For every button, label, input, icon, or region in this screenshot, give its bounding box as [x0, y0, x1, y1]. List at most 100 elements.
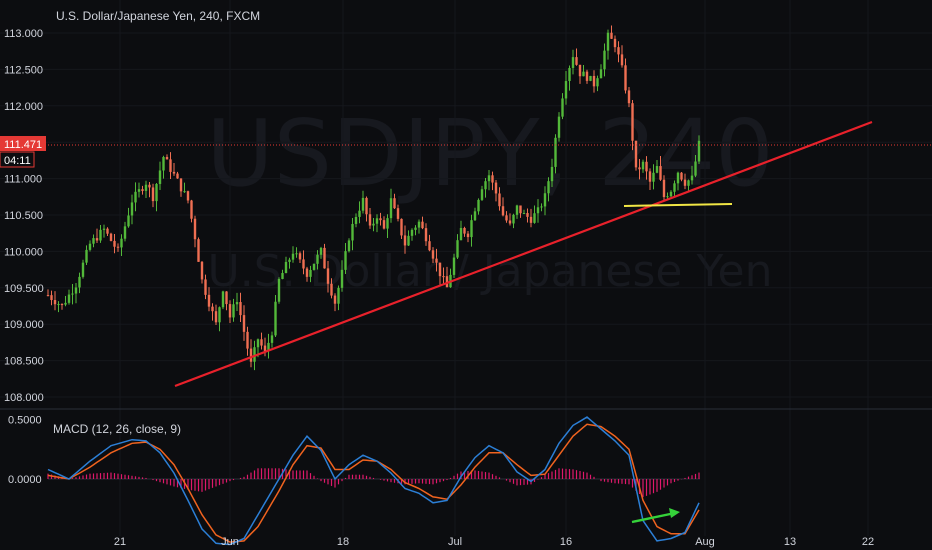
candle-body — [508, 220, 512, 224]
candle-body — [221, 291, 225, 308]
candle-body — [109, 233, 113, 241]
candle-body — [522, 213, 526, 215]
price-tick-label: 112.000 — [4, 101, 43, 113]
candle-body — [438, 262, 442, 277]
candle-body — [575, 57, 578, 65]
candle-body — [158, 170, 162, 184]
candle-body — [305, 268, 309, 277]
macd-signal-line — [47, 423, 700, 543]
candle-body — [442, 276, 445, 278]
candle-body — [466, 233, 470, 238]
candle-body — [74, 287, 78, 294]
watermark-symbol: USDJPY, 240 — [206, 100, 773, 207]
candle-body — [655, 166, 659, 173]
candle-body — [162, 157, 165, 171]
candle-body — [277, 278, 281, 302]
candle-body — [624, 65, 627, 91]
candle-body — [253, 347, 256, 362]
candle-body — [421, 221, 424, 229]
candle-body — [620, 54, 624, 66]
candle-body — [134, 191, 137, 203]
candle-body — [459, 227, 463, 241]
candle-body — [67, 294, 71, 303]
time-tick-label: Jun — [221, 536, 239, 548]
candle-body — [204, 279, 207, 295]
candle-body — [330, 283, 333, 296]
candle-body — [662, 179, 666, 198]
candle-body — [652, 172, 655, 182]
candle-body — [183, 191, 186, 193]
candle-body — [270, 335, 274, 343]
candle-body — [151, 187, 155, 202]
macd-tick-label: 0.0000 — [8, 474, 42, 486]
candle-body — [284, 261, 288, 273]
candle-body — [473, 211, 477, 221]
candle-body — [557, 116, 561, 138]
candle-body — [92, 238, 95, 244]
price-tick-label: 108.000 — [4, 392, 44, 404]
candle-body — [295, 253, 298, 255]
candle-body — [256, 339, 260, 348]
candle-body — [550, 166, 554, 182]
candle-body — [155, 183, 158, 202]
candle-body — [288, 259, 291, 262]
support-line[interactable] — [623, 203, 733, 207]
candle-body — [57, 304, 60, 306]
candle-body — [680, 172, 683, 180]
candle-body — [302, 259, 305, 269]
time-tick-label: 16 — [560, 536, 572, 548]
candle-body — [494, 182, 498, 194]
candle-body — [207, 294, 211, 307]
candle-body — [116, 246, 120, 248]
candle-body — [669, 191, 673, 197]
chart-title: U.S. Dollar/Japanese Yen, 240, FXCM — [56, 9, 260, 23]
candle-body — [631, 103, 634, 141]
candle-body — [578, 64, 582, 77]
candle-body — [225, 291, 228, 305]
candle-body — [60, 304, 64, 306]
candle-body — [659, 166, 662, 180]
candle-body — [120, 238, 123, 248]
candle-body — [536, 207, 540, 214]
trend-line[interactable] — [174, 120, 873, 388]
candle-body — [169, 159, 172, 172]
candle-body — [592, 75, 596, 87]
candle-body — [214, 311, 218, 323]
candle-body — [379, 218, 382, 221]
candle-body — [113, 240, 116, 247]
candle-body — [106, 228, 109, 234]
candle-body — [568, 67, 571, 82]
candle-body — [274, 301, 277, 336]
arrow-annotation[interactable] — [631, 508, 680, 524]
candle-body — [172, 171, 176, 174]
countdown-value: 04:11 — [4, 155, 31, 167]
candle-body — [431, 250, 435, 259]
candle-body — [372, 223, 375, 226]
candle-body — [687, 180, 690, 186]
candle-body — [561, 98, 564, 117]
price-tick-label: 112.500 — [4, 64, 43, 76]
candle-body — [337, 287, 340, 304]
candle-body — [694, 161, 697, 176]
candle-body — [130, 202, 134, 216]
candle-body — [414, 227, 417, 230]
candle-body — [239, 302, 242, 316]
candle-body — [515, 205, 519, 215]
candle-body — [312, 263, 316, 270]
price-tick-label: 110.500 — [4, 210, 43, 222]
candle-body — [676, 172, 680, 184]
candle-body — [365, 197, 368, 215]
candle-body — [417, 221, 421, 228]
candle-body — [634, 140, 638, 168]
time-tick-label: Aug — [695, 536, 715, 548]
candle-body — [673, 183, 676, 192]
watermark-name: U.S. Dollar / Japanese Yen — [208, 246, 773, 297]
time-tick-label: 22 — [862, 536, 874, 548]
candle-body — [344, 251, 347, 270]
price-tick-label: 108.500 — [4, 356, 44, 368]
candle-body — [95, 238, 99, 241]
candle-body — [424, 228, 428, 242]
candle-body — [498, 193, 501, 207]
candle-body — [599, 69, 603, 79]
macd-pane — [47, 416, 700, 546]
